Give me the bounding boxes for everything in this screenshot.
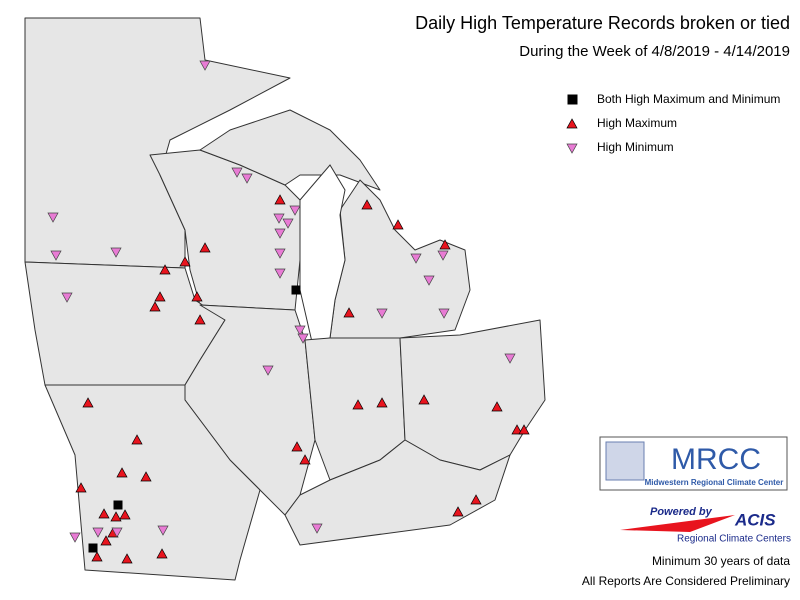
high-maximum-marker — [131, 434, 143, 445]
high-minimum-marker — [69, 532, 81, 543]
high-minimum-marker — [157, 525, 169, 536]
high-maximum-marker — [194, 314, 206, 325]
legend-symbol — [566, 143, 578, 154]
lake-michigan — [299, 164, 346, 343]
high-maximum-marker — [470, 494, 482, 505]
high-minimum-marker — [282, 218, 294, 229]
high-maximum-marker — [110, 511, 122, 522]
high-minimum-marker — [50, 250, 62, 261]
legend-symbol — [567, 94, 578, 105]
high-maximum-marker — [119, 509, 131, 520]
acis-full-name: Regional Climate Centers — [677, 534, 791, 545]
high-maximum-marker — [199, 242, 211, 253]
note: Minimum 30 years of data — [652, 554, 790, 568]
legend: Both High Maximum and Minimum High Maxim… — [566, 92, 780, 154]
high-minimum-marker — [110, 247, 122, 258]
high-maximum-marker — [352, 399, 364, 410]
legend-label: High Minimum — [597, 140, 674, 154]
high-minimum-marker — [311, 523, 323, 534]
high-minimum-marker — [423, 275, 435, 286]
logo-name: MRCC — [671, 443, 761, 476]
high-maximum-marker — [82, 397, 94, 408]
high-maximum-marker — [274, 194, 286, 205]
high-minimum-marker — [274, 268, 286, 279]
high-maximum-marker — [149, 301, 161, 312]
both-marker — [88, 543, 98, 553]
high-maximum-marker — [343, 307, 355, 318]
high-minimum-marker — [92, 527, 104, 538]
high-maximum-marker — [439, 239, 451, 250]
note: All Reports Are Considered Preliminary — [582, 574, 790, 588]
acis-logo: Powered by ACIS Regional Climate Centers — [620, 506, 791, 545]
high-maximum-marker — [75, 482, 87, 493]
high-minimum-marker — [297, 333, 309, 344]
high-maximum-marker — [291, 441, 303, 452]
high-maximum-marker — [154, 291, 166, 302]
high-minimum-marker — [437, 250, 449, 261]
acis-name: ACIS — [734, 510, 776, 529]
upper-michigan — [199, 109, 381, 191]
station-markers — [47, 60, 530, 564]
subtitle: During the Week of 4/8/2019 - 4/14/2019 — [519, 43, 790, 60]
high-maximum-marker — [191, 291, 203, 302]
high-maximum-marker — [452, 506, 464, 517]
high-maximum-marker — [299, 454, 311, 465]
both-marker — [291, 285, 301, 295]
high-maximum-marker — [159, 264, 171, 275]
title: Daily High Temperature Records broken or… — [415, 13, 790, 33]
logo-icon — [605, 441, 645, 481]
high-minimum-marker — [47, 212, 59, 223]
high-minimum-marker — [289, 205, 301, 216]
high-minimum-marker — [273, 213, 285, 224]
high-maximum-marker — [156, 548, 168, 559]
high-minimum-marker — [376, 308, 388, 319]
high-maximum-marker — [121, 553, 133, 564]
both-marker — [113, 500, 123, 510]
high-maximum-marker — [98, 508, 110, 519]
high-maximum-marker — [392, 219, 404, 230]
high-minimum-marker — [199, 60, 211, 71]
high-maximum-marker — [418, 394, 430, 405]
high-maximum-marker — [116, 467, 128, 478]
high-minimum-marker — [438, 308, 450, 319]
high-minimum-marker — [231, 167, 243, 178]
high-minimum-marker — [262, 365, 274, 376]
high-maximum-marker — [91, 551, 103, 562]
high-minimum-marker — [504, 353, 516, 364]
mrcc-logo: MRCC Midwestern Regional Climate Center — [599, 436, 788, 491]
high-maximum-marker — [100, 535, 112, 546]
high-maximum-marker — [361, 199, 373, 210]
high-minimum-marker — [294, 325, 306, 336]
high-maximum-marker — [491, 401, 503, 412]
high-maximum-marker — [140, 471, 152, 482]
high-maximum-marker — [376, 397, 388, 408]
legend-symbol — [566, 118, 578, 129]
high-maximum-marker — [518, 424, 530, 435]
logo-full-name: Midwestern Regional Climate Center — [645, 478, 784, 487]
high-minimum-marker — [61, 292, 73, 303]
high-minimum-marker — [241, 173, 253, 184]
legend-label: High Maximum — [597, 116, 677, 130]
legend-label: Both High Maximum and Minimum — [597, 92, 780, 106]
high-maximum-marker — [179, 256, 191, 267]
kentucky — [284, 439, 511, 546]
high-minimum-marker — [274, 228, 286, 239]
powered-by: Powered by — [650, 506, 713, 518]
high-maximum-marker — [511, 424, 523, 435]
high-minimum-marker — [111, 527, 123, 538]
high-minimum-marker — [410, 253, 422, 264]
high-minimum-marker — [274, 248, 286, 259]
logo-swoosh — [620, 515, 735, 532]
